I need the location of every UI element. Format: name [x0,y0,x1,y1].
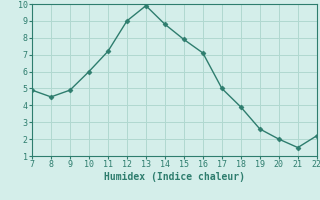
X-axis label: Humidex (Indice chaleur): Humidex (Indice chaleur) [104,172,245,182]
